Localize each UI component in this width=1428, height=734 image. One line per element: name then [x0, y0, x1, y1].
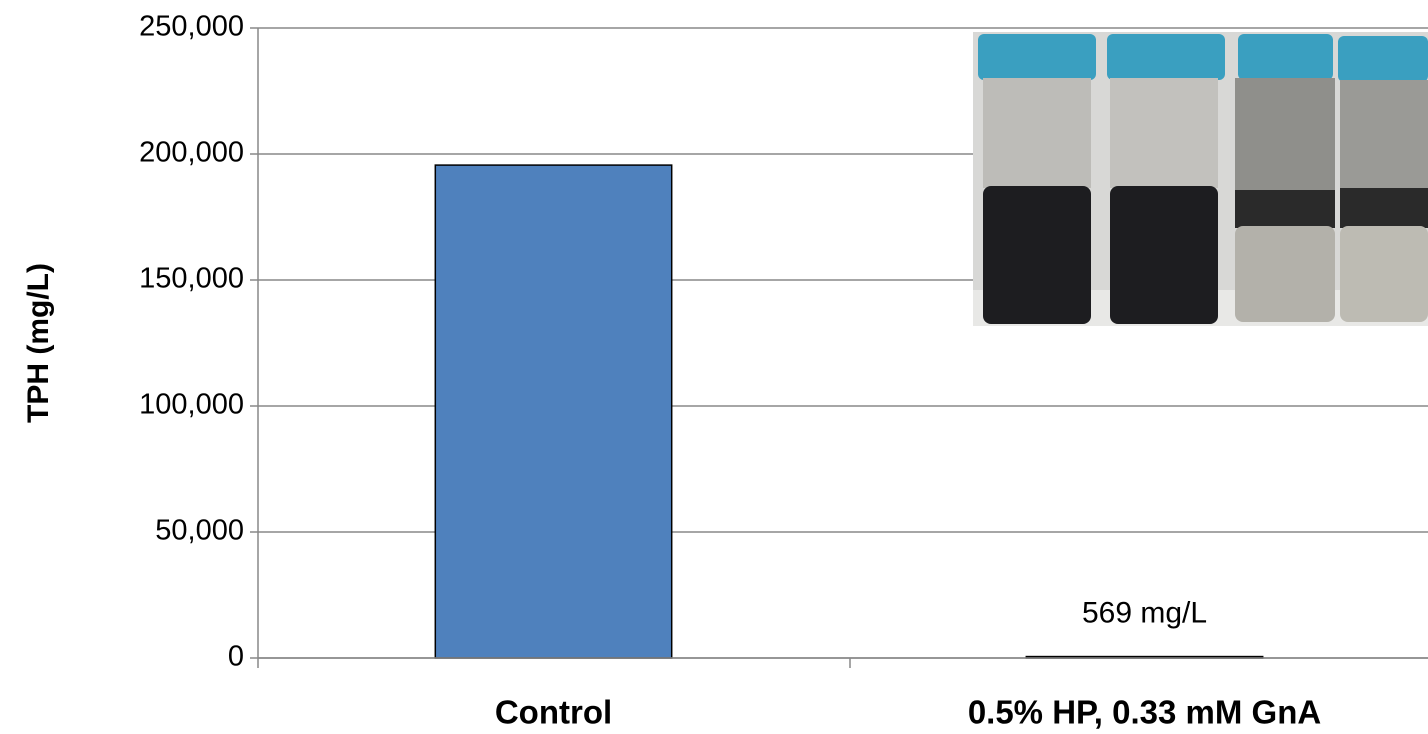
x-tick-label: 0.5% HP, 0.33 mM GnA [968, 694, 1321, 731]
value-label: 569 mg/L [1082, 596, 1207, 629]
chart: TPH (mg/L) 0 50,000 100,000 150,000 200,000 2… [0, 0, 1428, 734]
y-tick-label: 0 [228, 641, 244, 673]
bar [435, 165, 671, 658]
vial [1338, 36, 1428, 322]
y-tick-label: 50,000 [155, 515, 244, 547]
x-tick-label: Control [495, 694, 612, 731]
photo-inset [973, 32, 1428, 326]
vial [1235, 34, 1335, 322]
y-tick-label: 250,000 [139, 11, 244, 43]
y-tick-label: 200,000 [139, 137, 244, 169]
y-tick-label: 150,000 [139, 263, 244, 295]
y-tick-label: 100,000 [139, 389, 244, 421]
vial [1107, 34, 1225, 324]
y-axis-title: TPH (mg/L) [22, 263, 55, 423]
vial [978, 34, 1096, 324]
